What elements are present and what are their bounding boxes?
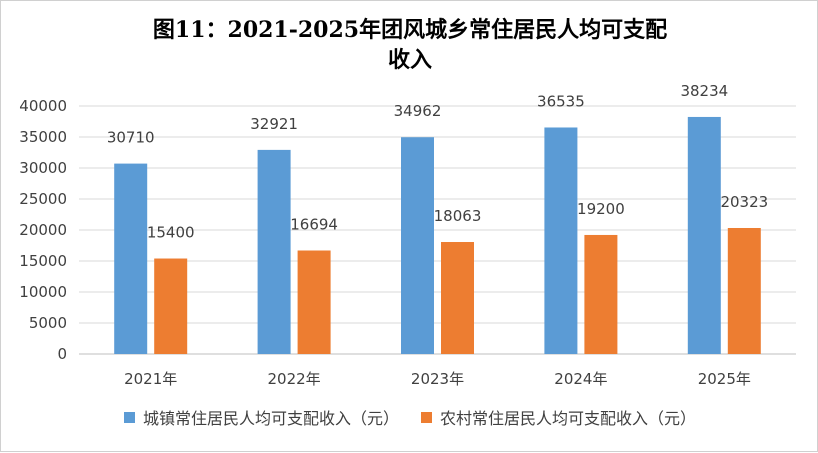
data-label: 15400	[147, 224, 195, 242]
legend-swatch-urban	[123, 411, 135, 423]
chart-title-line1: 图11：2021-2025年团风城乡常住居民人均可支配	[152, 17, 668, 43]
bar	[401, 137, 434, 354]
legend-item-rural: 农村常住居民人均可支配收入（元）	[421, 405, 696, 429]
bar	[114, 163, 148, 354]
y-tick-label: 20000	[19, 221, 67, 239]
bar	[687, 116, 721, 354]
data-label: 36535	[537, 92, 585, 110]
data-label: 38234	[680, 82, 728, 100]
y-tick-label: 35000	[19, 128, 67, 146]
legend-item-urban: 城镇常住居民人均可支配收入（元）	[123, 405, 399, 429]
x-tick-label: 2023年	[411, 370, 464, 388]
data-label: 20323	[720, 193, 768, 211]
bar	[441, 242, 474, 354]
chart-title: 图11：2021-2025年团风城乡常住居民人均可支配 收入	[1, 15, 818, 75]
x-tick-label: 2024年	[554, 370, 607, 388]
data-label: 30710	[107, 129, 155, 147]
bar	[154, 258, 188, 354]
x-tick-label: 2021年	[124, 370, 177, 388]
y-tick-label: 5000	[29, 314, 67, 332]
y-tick-label: 40000	[19, 97, 67, 115]
x-tick-label: 2025年	[698, 370, 751, 388]
y-tick-label: 25000	[19, 190, 67, 208]
bar	[544, 127, 578, 354]
data-label: 32921	[250, 115, 298, 133]
y-tick-label: 30000	[19, 159, 67, 177]
data-label: 34962	[394, 102, 442, 120]
legend-swatch-rural	[421, 411, 432, 423]
bar	[727, 227, 761, 354]
bar	[297, 250, 331, 354]
legend-label-urban: 城镇常住居民人均可支配收入（元）	[142, 409, 399, 428]
data-label: 18063	[434, 207, 482, 225]
data-label: 16694	[290, 215, 338, 233]
bar	[257, 149, 291, 354]
y-tick-label: 15000	[19, 252, 67, 270]
legend: 城镇常住居民人均可支配收入（元） 农村常住居民人均可支配收入（元）	[1, 405, 818, 429]
legend-label-rural: 农村常住居民人均可支配收入（元）	[440, 409, 697, 428]
y-tick-label: 0	[57, 345, 67, 363]
data-label: 19200	[577, 200, 625, 218]
y-tick-label: 10000	[19, 283, 67, 301]
chart-title-line2: 收入	[387, 47, 432, 73]
x-tick-label: 2022年	[268, 370, 321, 388]
bar	[584, 234, 618, 354]
